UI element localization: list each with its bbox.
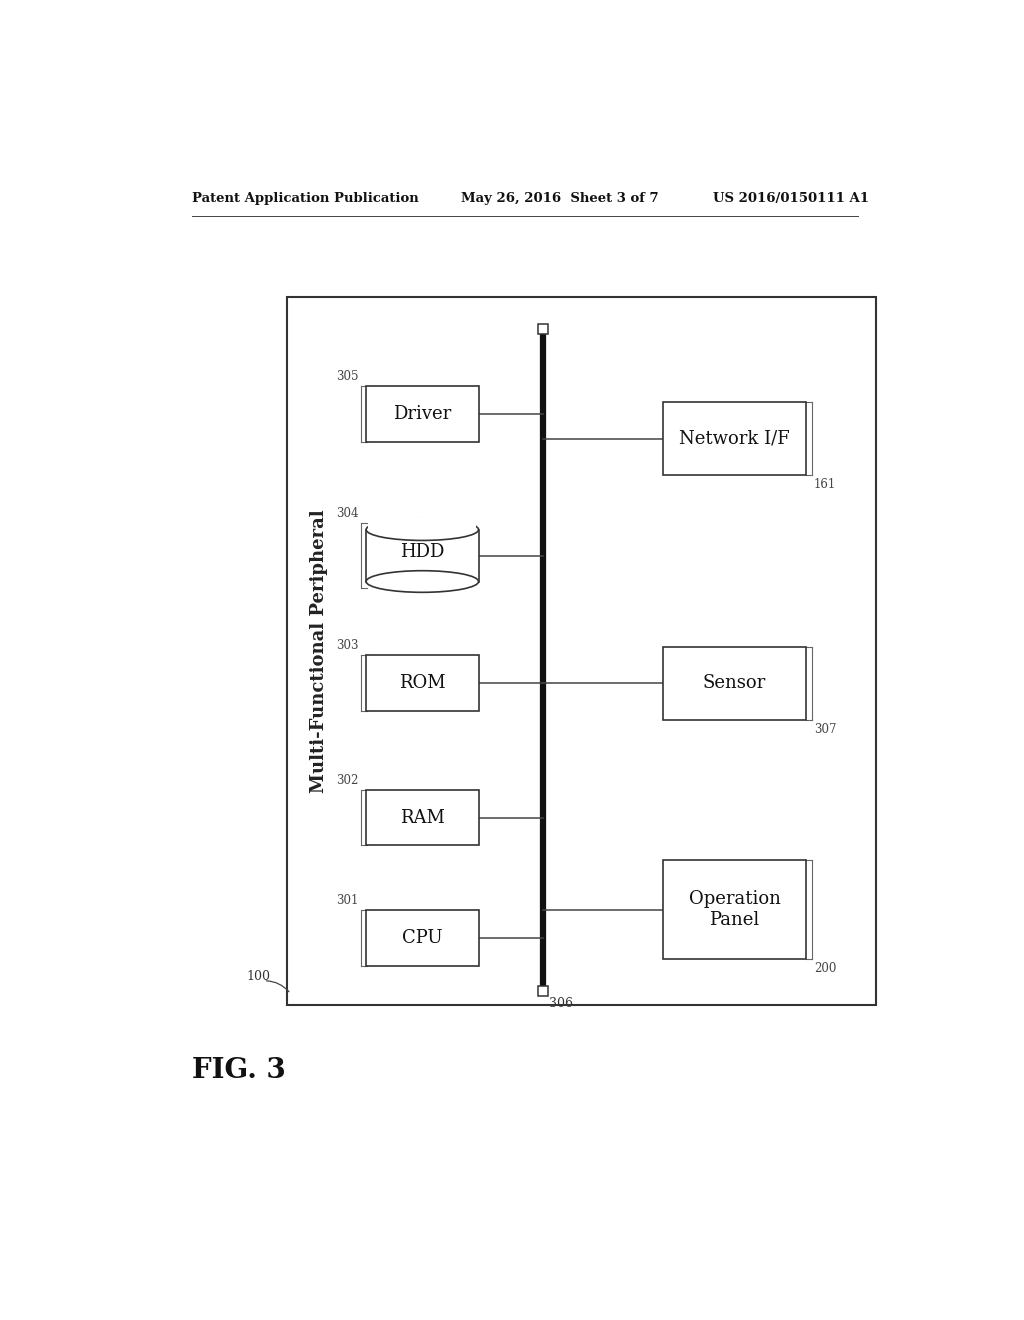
Bar xyxy=(367,911,478,966)
Text: 302: 302 xyxy=(336,774,358,787)
Text: 305: 305 xyxy=(336,370,358,383)
Bar xyxy=(367,387,478,442)
Text: 200: 200 xyxy=(814,962,837,975)
Bar xyxy=(663,647,806,719)
Text: 304: 304 xyxy=(336,507,358,520)
Text: US 2016/0150111 A1: US 2016/0150111 A1 xyxy=(713,191,869,205)
Text: 100: 100 xyxy=(247,970,270,982)
Bar xyxy=(538,323,548,334)
Text: Multi-Functional Peripheral: Multi-Functional Peripheral xyxy=(310,510,329,793)
Text: RAM: RAM xyxy=(400,809,444,826)
Text: May 26, 2016  Sheet 3 of 7: May 26, 2016 Sheet 3 of 7 xyxy=(461,191,658,205)
Text: ROM: ROM xyxy=(399,675,445,692)
Ellipse shape xyxy=(367,570,478,593)
Text: 307: 307 xyxy=(814,723,837,735)
Text: 301: 301 xyxy=(336,895,358,907)
Text: Driver: Driver xyxy=(393,405,452,422)
Text: Sensor: Sensor xyxy=(702,675,766,692)
Bar xyxy=(663,861,806,960)
Text: CPU: CPU xyxy=(402,929,442,948)
Text: 306: 306 xyxy=(549,997,572,1010)
Bar xyxy=(538,986,548,997)
Text: 161: 161 xyxy=(814,478,837,491)
Text: Network I/F: Network I/F xyxy=(679,430,790,447)
Text: HDD: HDD xyxy=(400,544,444,561)
Text: Operation
Panel: Operation Panel xyxy=(688,891,780,929)
Bar xyxy=(287,297,876,1006)
Bar xyxy=(663,403,806,475)
Text: Patent Application Publication: Patent Application Publication xyxy=(191,191,418,205)
Ellipse shape xyxy=(367,519,478,540)
Bar xyxy=(369,519,476,531)
Bar xyxy=(367,655,478,710)
Bar xyxy=(367,789,478,845)
Text: FIG. 3: FIG. 3 xyxy=(191,1057,286,1084)
Bar xyxy=(367,529,478,582)
Text: 303: 303 xyxy=(336,639,358,652)
